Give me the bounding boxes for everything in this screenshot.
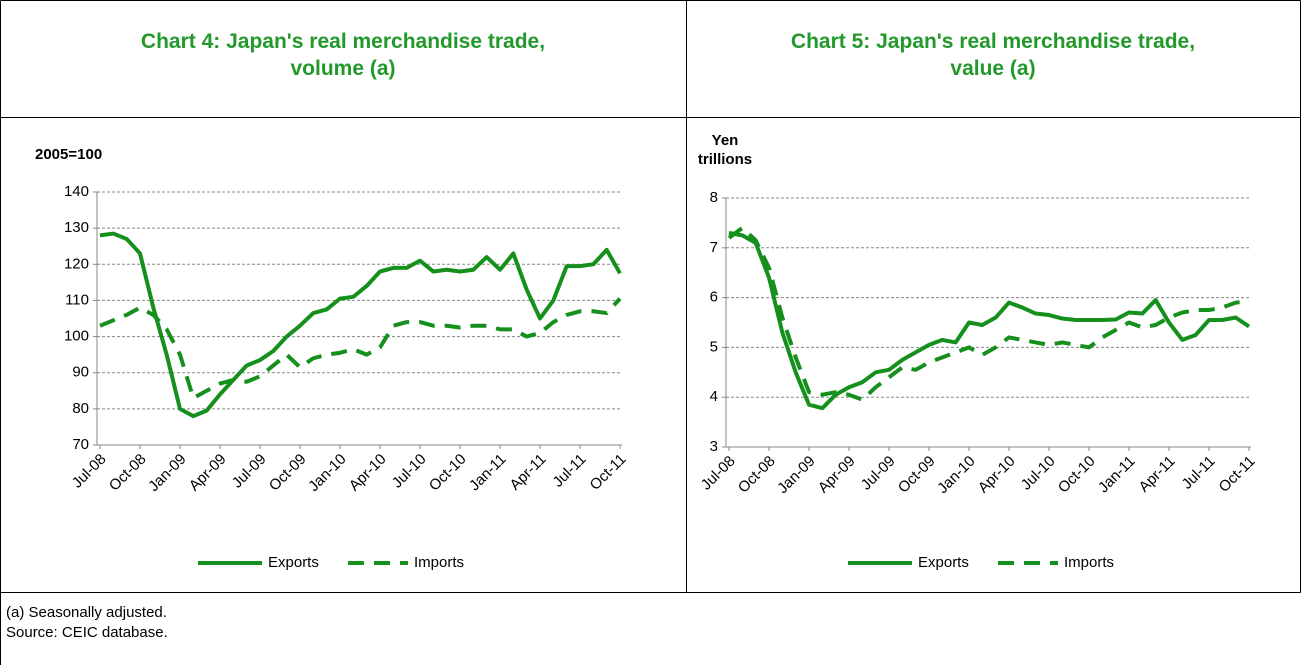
x-tick-label: Apr-11 — [507, 451, 550, 494]
x-tick-label: Oct-08 — [735, 453, 779, 497]
x-tick-label: Jan-11 — [1095, 453, 1139, 497]
x-tick-label: Jul-08 — [698, 453, 739, 494]
x-tick-label: Jan-09 — [774, 453, 818, 497]
x-tick-label: Jan-09 — [145, 451, 189, 495]
data-line — [727, 225, 1250, 402]
x-tick-label: Jan-10 — [305, 451, 349, 495]
x-tick-label: Jan-11 — [466, 451, 510, 495]
y-tick-label: 110 — [65, 291, 89, 308]
y-tick-label: 8 — [710, 189, 718, 206]
data-line — [728, 230, 1251, 411]
x-tick-label: Jul-08 — [69, 451, 110, 492]
y-tick-label: 7 — [710, 239, 718, 256]
x-tick-label: Apr-10 — [346, 451, 390, 495]
y-tick-label: 100 — [64, 328, 89, 345]
x-tick-label: Apr-10 — [975, 453, 1019, 497]
y-tick-label: 70 — [72, 436, 89, 453]
x-tick-label: Jul-11 — [550, 451, 590, 491]
data-line — [99, 297, 622, 401]
x-tick-label: Oct-11 — [1216, 453, 1259, 496]
x-tick-label: Oct-09 — [895, 453, 939, 497]
y-axis-label: Yen trillions — [697, 132, 753, 168]
x-tick-label: Jul-11 — [1179, 453, 1219, 493]
x-tick-label: Apr-09 — [815, 453, 859, 497]
x-tick-label: Jan-10 — [934, 453, 978, 497]
y-tick-label: 3 — [710, 438, 718, 455]
y-axis-label: 2005=100 — [35, 146, 103, 163]
x-tick-label: Jul-09 — [858, 453, 899, 494]
x-tick-label: Oct-10 — [426, 451, 470, 495]
chart-title: Chart 4: Japan's real merchandise trade,… — [140, 30, 546, 80]
y-tick-label: 80 — [72, 400, 89, 417]
legend-label: Imports — [414, 554, 464, 571]
legend-label: Imports — [1064, 554, 1114, 571]
y-tick-label: 120 — [64, 255, 89, 272]
x-tick-label: Oct-11 — [587, 451, 630, 494]
x-tick-label: Jul-10 — [1018, 453, 1059, 494]
chart-title: Chart 5: Japan's real merchandise trade,… — [790, 30, 1196, 80]
footnote: (a) Seasonally adjusted. — [6, 604, 167, 621]
y-tick-label: 5 — [710, 338, 718, 355]
x-tick-label: Apr-09 — [186, 451, 230, 495]
data-line — [99, 231, 622, 419]
y-tick-label: 4 — [710, 388, 718, 405]
y-tick-label: 140 — [64, 183, 89, 200]
legend-label: Exports — [918, 554, 969, 571]
x-tick-label: Apr-11 — [1136, 453, 1179, 496]
source-note: Source: CEIC database. — [6, 624, 168, 641]
y-tick-label: 130 — [64, 219, 89, 236]
legend-label: Exports — [268, 554, 319, 571]
y-tick-label: 90 — [72, 364, 89, 381]
x-tick-label: Jul-09 — [229, 451, 270, 492]
x-tick-label: Oct-09 — [266, 451, 310, 495]
x-tick-label: Oct-10 — [1055, 453, 1099, 497]
y-tick-label: 6 — [710, 289, 718, 306]
x-tick-label: Jul-10 — [389, 451, 430, 492]
x-tick-label: Oct-08 — [106, 451, 150, 495]
